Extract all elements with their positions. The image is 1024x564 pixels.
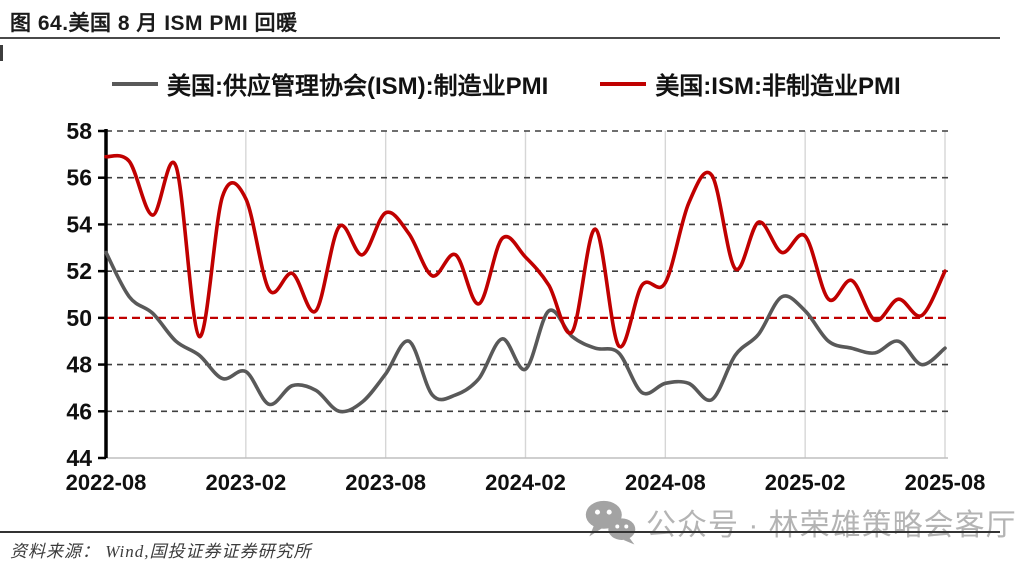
y-tick-label: 46 (66, 398, 92, 424)
grid (106, 130, 948, 459)
chart-legend: 美国:供应管理协会(ISM):制造业PMI 美国:ISM:非制造业PMI (112, 66, 901, 101)
y-tick-label: 44 (66, 445, 92, 471)
x-tick-label: 2023-08 (345, 470, 426, 495)
legend-item-manufacturing: 美国:供应管理协会(ISM):制造业PMI (112, 66, 548, 101)
y-tick-label: 58 (66, 118, 92, 144)
services-pmi-line (104, 153, 947, 349)
legend-label-manufacturing: 美国:供应管理协会(ISM):制造业PMI (167, 73, 549, 100)
manufacturing-pmi-line (104, 250, 947, 414)
x-tick-label: 2022-08 (66, 470, 147, 495)
wechat-icon (585, 500, 636, 545)
title-divider (0, 37, 1000, 39)
data-source: 资料来源： Wind,国投证券证券研究所 (10, 542, 312, 561)
services-line-swatch (600, 81, 647, 86)
watermark-text: 公众号 · 林荣雄策略会客厅 (646, 509, 1017, 542)
manufacturing-line-swatch (112, 81, 158, 86)
legend-item-services: 美国:ISM:非制造业PMI (600, 66, 901, 101)
figure-title: 图 64.美国 8 月 ISM PMI 回暖 (10, 12, 298, 35)
y-axis (98, 129, 108, 460)
y-tick-label: 52 (66, 258, 92, 284)
x-tick-label: 2025-02 (765, 470, 846, 495)
legend-label-services: 美国:ISM:非制造业PMI (655, 73, 901, 100)
y-tick-label: 48 (66, 352, 92, 378)
x-tick-label: 2023-02 (205, 470, 286, 495)
y-tick-label: 56 (66, 165, 92, 191)
x-tick-label: 2025-08 (905, 470, 986, 495)
page-edge-mark (0, 45, 3, 61)
x-tick-label: 2024-08 (625, 470, 706, 495)
x-tick-label: 2024-02 (485, 470, 566, 495)
y-tick-label: 50 (66, 305, 92, 331)
series-lines (104, 153, 947, 414)
footer-divider (0, 531, 1000, 533)
y-tick-label: 54 (66, 211, 92, 237)
watermark: 公众号 · 林荣雄策略会客厅 (584, 499, 1017, 545)
